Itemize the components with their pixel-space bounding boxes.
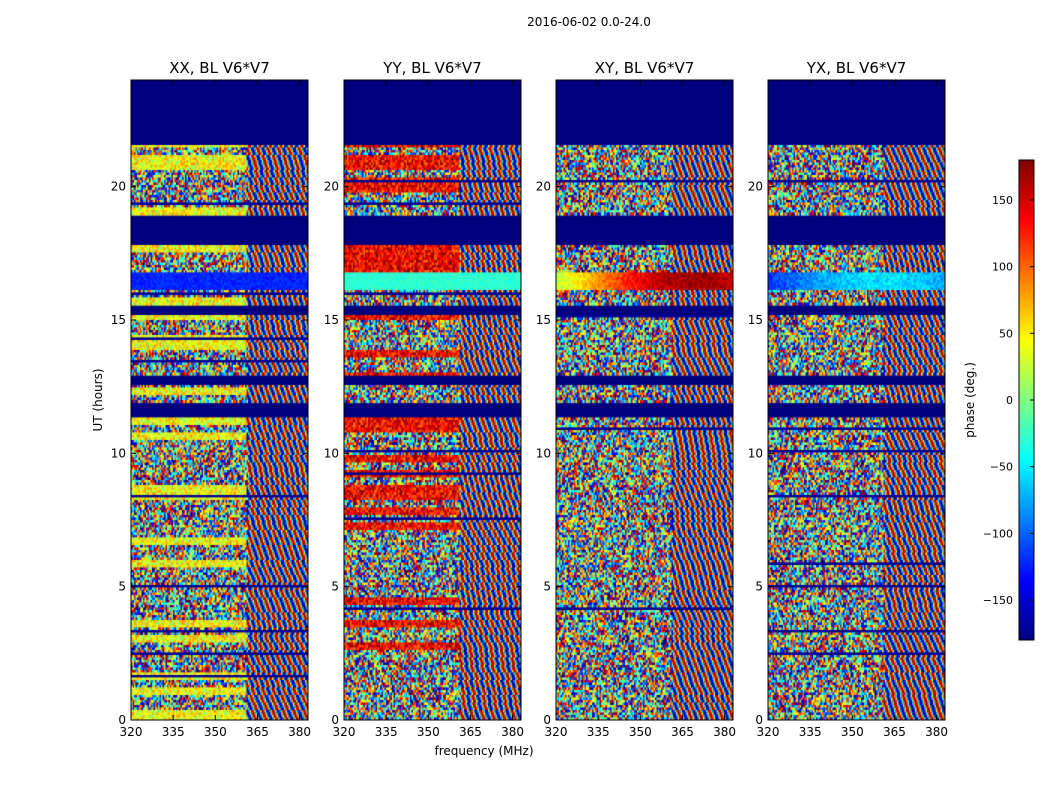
y-tick-label: 0 [755,713,763,727]
y-tick-label: 20 [111,180,126,194]
colorbar: 150 100 50 0 −50 −100 −150 phase (deg.) [963,159,1035,641]
y-tick-label: 0 [543,713,551,727]
panel-yx: YX, BL V6*V7 320 335 350 365 380 0 5 10 15 20 [748,59,948,739]
y-tick-label: 20 [536,180,551,194]
panel-title: XY, BL V6*V7 [595,59,695,77]
figure-title: 2016-06-02 0.0-24.0 [527,15,651,29]
y-tick-label: 20 [748,180,763,194]
x-tick-label: 380 [925,725,948,739]
panel-title: XX, BL V6*V7 [169,59,270,77]
panel-frame [555,79,734,721]
colorbar-tick-label: −150 [983,594,1013,607]
y-tick-label: 15 [748,313,763,327]
y-tick-label: 10 [111,446,126,460]
panel-frame [130,79,309,721]
panel-title: YX, BL V6*V7 [806,59,907,77]
x-tick-label: 380 [288,725,311,739]
y-tick-label: 5 [118,580,126,594]
panel-title: YY, BL V6*V7 [382,59,481,77]
x-tick-label: 350 [841,725,864,739]
x-tick-label: 335 [587,725,610,739]
colorbar-tick-label: 100 [992,261,1013,274]
x-tick-label: 335 [162,725,185,739]
phase-heatmap [768,80,945,720]
x-tick-label: 320 [333,725,356,739]
y-tick-label: 15 [536,313,551,327]
phase-heatmap [556,80,733,720]
x-tick-label: 350 [417,725,440,739]
colorbar-tick-label: 0 [1006,394,1013,407]
x-tick-label: 335 [375,725,398,739]
colorbar-tick-label: −100 [983,527,1013,540]
x-tick-label: 365 [246,725,269,739]
colorbar-tick-label: 50 [999,327,1013,340]
x-tick-label: 320 [120,725,143,739]
x-tick-label: 350 [629,725,652,739]
y-axis-label: UT (hours) [91,368,105,431]
x-tick-label: 320 [545,725,568,739]
y-tick-label: 0 [118,713,126,727]
phase-heatmap [344,80,521,720]
panel-yy: YY, BL V6*V7 320 335 350 365 380 0 5 10 15 20 [324,59,524,739]
y-tick-label: 5 [755,580,763,594]
panel-frame [767,79,946,721]
panel-frame [343,79,522,721]
x-tick-label: 365 [883,725,906,739]
x-tick-label: 380 [713,725,736,739]
x-tick-label: 320 [757,725,780,739]
y-tick-label: 10 [324,446,339,460]
x-tick-label: 365 [459,725,482,739]
y-tick-label: 5 [331,580,339,594]
panel-xx: XX, BL V6*V7 320 335 350 365 380 0 5 10 15 20 [111,59,311,739]
x-tick-label: 380 [501,725,524,739]
x-tick-label: 365 [671,725,694,739]
y-tick-label: 10 [536,446,551,460]
colorbar-ticks: 150 100 50 0 −50 −100 −150 [983,194,1034,607]
x-tick-label: 350 [204,725,227,739]
panel-xy: XY, BL V6*V7 320 335 350 365 380 0 5 10 15 20 [536,59,736,739]
y-tick-label: 15 [111,313,126,327]
colorbar-label: phase (deg.) [963,362,977,438]
x-axis-label: frequency (MHz) [434,744,533,758]
colorbar-tick-label: −50 [990,461,1013,474]
y-tick-label: 10 [748,446,763,460]
phase-heatmap [131,80,308,720]
y-tick-label: 20 [324,180,339,194]
y-tick-label: 0 [331,713,339,727]
x-tick-label: 335 [799,725,822,739]
y-tick-label: 5 [543,580,551,594]
colorbar-tick-label: 150 [992,194,1013,207]
y-tick-label: 15 [324,313,339,327]
